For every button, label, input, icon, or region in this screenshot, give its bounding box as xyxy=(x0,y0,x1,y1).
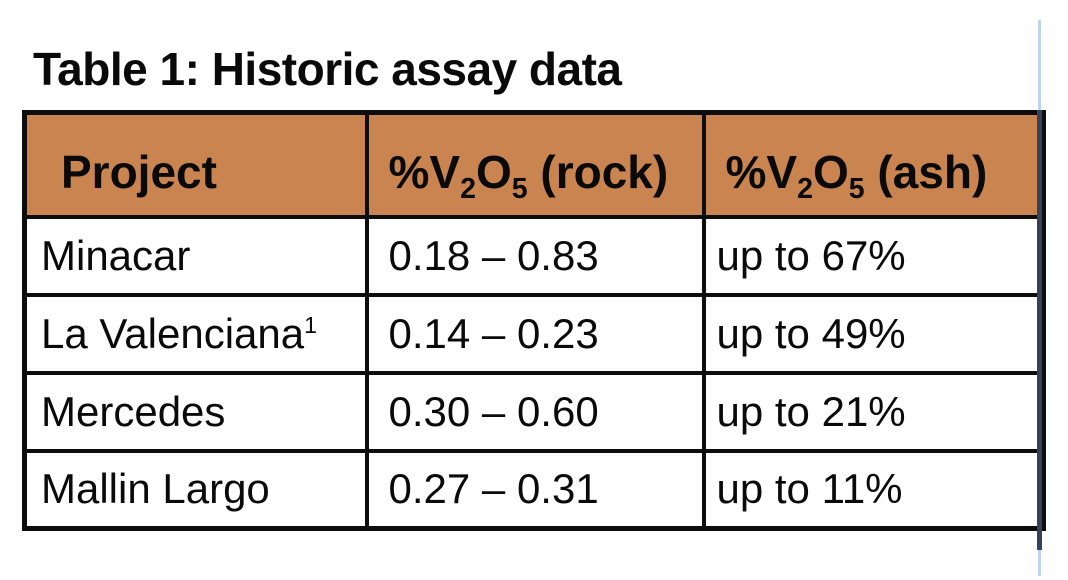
cell-rock: 0.30 – 0.60 xyxy=(364,370,706,453)
formula-subscript: 5 xyxy=(848,172,865,205)
cell-project: Mercedes xyxy=(22,370,369,453)
assay-table: Project %V2O5 (rock) %V2O5 (ash) Minacar… xyxy=(22,110,1046,531)
cell-project: La Valenciana1 xyxy=(22,292,369,375)
header-project: Project xyxy=(22,110,369,219)
header-v2o5-ash: %V2O5 (ash) xyxy=(701,110,1046,219)
cell-rock: 0.18 – 0.83 xyxy=(364,214,706,297)
formula-subscript: 2 xyxy=(797,172,813,205)
project-name: Mallin Largo xyxy=(41,465,270,513)
cell-ash: up to 21% xyxy=(701,370,1046,453)
cell-ash: up to 11% xyxy=(701,448,1046,531)
project-name: Minacar xyxy=(41,231,191,279)
formula-part: %V xyxy=(388,145,461,198)
formula-part: (ash) xyxy=(864,145,988,198)
header-v2o5-rock: %V2O5 (rock) xyxy=(364,110,706,219)
cell-ash: up to 49% xyxy=(701,292,1046,375)
formula-subscript: 2 xyxy=(460,172,476,205)
formula-part: (rock) xyxy=(527,145,669,198)
table-row: Mercedes 0.30 – 0.60 up to 21% xyxy=(22,370,1046,453)
page-edge-line-bottom xyxy=(1038,550,1041,576)
formula-part: O xyxy=(475,145,512,198)
cell-ash: up to 67% xyxy=(701,214,1046,297)
footnote-marker: 1 xyxy=(304,311,317,338)
table-row: Minacar 0.18 – 0.83 up to 67% xyxy=(22,214,1046,297)
formula-part: O xyxy=(812,145,849,198)
table-row: La Valenciana1 0.14 – 0.23 up to 49% xyxy=(22,292,1046,375)
header-row: Project %V2O5 (rock) %V2O5 (ash) xyxy=(22,110,1046,219)
formula-subscript: 5 xyxy=(511,172,528,205)
cell-rock: 0.27 – 0.31 xyxy=(364,448,706,531)
formula-part: %V xyxy=(725,145,798,198)
project-name: Mercedes xyxy=(41,387,226,435)
cell-rock: 0.14 – 0.23 xyxy=(364,292,706,375)
header-project-label: Project xyxy=(61,145,217,198)
table-row: Mallin Largo 0.27 – 0.31 up to 11% xyxy=(22,448,1046,531)
cell-project: Mallin Largo xyxy=(22,448,369,531)
cell-project: Minacar xyxy=(22,214,369,297)
table-caption: Table 1: Historic assay data xyxy=(33,43,622,95)
page-edge-line-top xyxy=(1038,20,1041,112)
project-name: La Valenciana xyxy=(41,309,305,357)
